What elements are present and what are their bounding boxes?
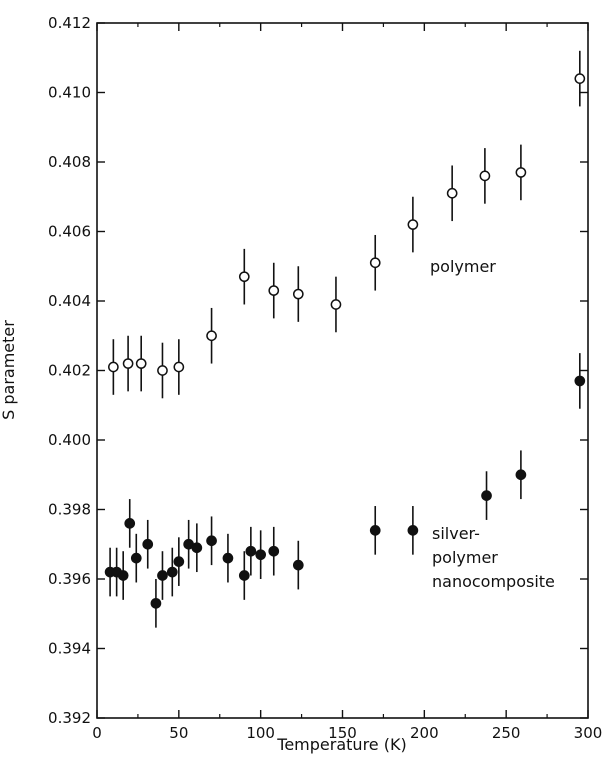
data-point [292,288,304,300]
y-axis-title: S parameter [0,320,18,420]
data-point [122,358,134,369]
data-point [157,365,168,376]
data-point [481,490,492,501]
annotation-polymer: polymer [430,257,496,276]
data-point [407,525,419,536]
data-point [268,545,280,557]
data-point [292,559,304,571]
data-point [117,570,129,581]
data-point [191,542,203,554]
y-tick-label: 0.410 [48,84,91,102]
data-point [574,375,586,387]
y-tick-label: 0.396 [48,570,91,588]
annotation-nanocomposite: nanocomposite [432,572,555,591]
data-series [104,50,586,628]
axis-ticks [96,22,589,719]
axis-tick-labels: 0 50 100 150 200 250 300 0.392 0.394 0.396 0.398 0.… [48,14,602,742]
data-point [407,219,419,230]
series-1 [104,353,586,628]
data-point [238,271,250,283]
data-point [157,570,168,581]
data-point [135,358,147,369]
data-point [130,552,142,564]
data-point [206,330,217,342]
data-point [142,538,154,550]
x-axis-title: Temperature (K) [276,735,406,754]
data-point [255,549,267,561]
data-point [515,469,527,481]
data-point [124,518,136,529]
y-tick-label: 0.406 [48,223,91,241]
x-tick-label: 150 [328,724,357,742]
y-tick-label: 0.404 [48,292,91,310]
data-point [330,299,342,310]
y-tick-label: 0.392 [48,709,91,727]
x-tick-label: 0 [92,724,102,742]
data-point [173,361,185,373]
annotation-silver: silver- [432,524,480,543]
y-tick-label: 0.402 [48,362,91,380]
data-point [515,167,527,178]
series-0 [108,50,586,399]
data-point [268,285,280,296]
data-point [245,545,257,557]
data-point [206,535,217,547]
data-point [479,170,491,182]
series-annotations: polymer silver- polymer nanocomposite [430,257,555,591]
data-point [238,570,250,581]
data-point [369,525,381,536]
annotation-polymer-2: polymer [432,548,498,567]
data-point [108,361,119,373]
x-tick-label: 50 [169,724,188,742]
data-point [166,566,178,578]
y-tick-label: 0.412 [48,14,91,32]
data-point [173,556,185,567]
data-point [222,552,234,564]
y-tick-label: 0.398 [48,501,91,519]
x-tick-label: 250 [492,724,521,742]
data-point [150,597,162,609]
y-tick-label: 0.400 [48,431,91,449]
y-tick-label: 0.408 [48,153,91,171]
plot-frame [96,22,589,719]
x-tick-label: 300 [574,724,603,742]
data-point [446,187,458,199]
x-tick-label: 100 [246,724,275,742]
data-point [369,257,381,269]
y-tick-label: 0.394 [48,640,91,658]
data-point [574,73,586,84]
x-tick-label: 200 [410,724,439,742]
